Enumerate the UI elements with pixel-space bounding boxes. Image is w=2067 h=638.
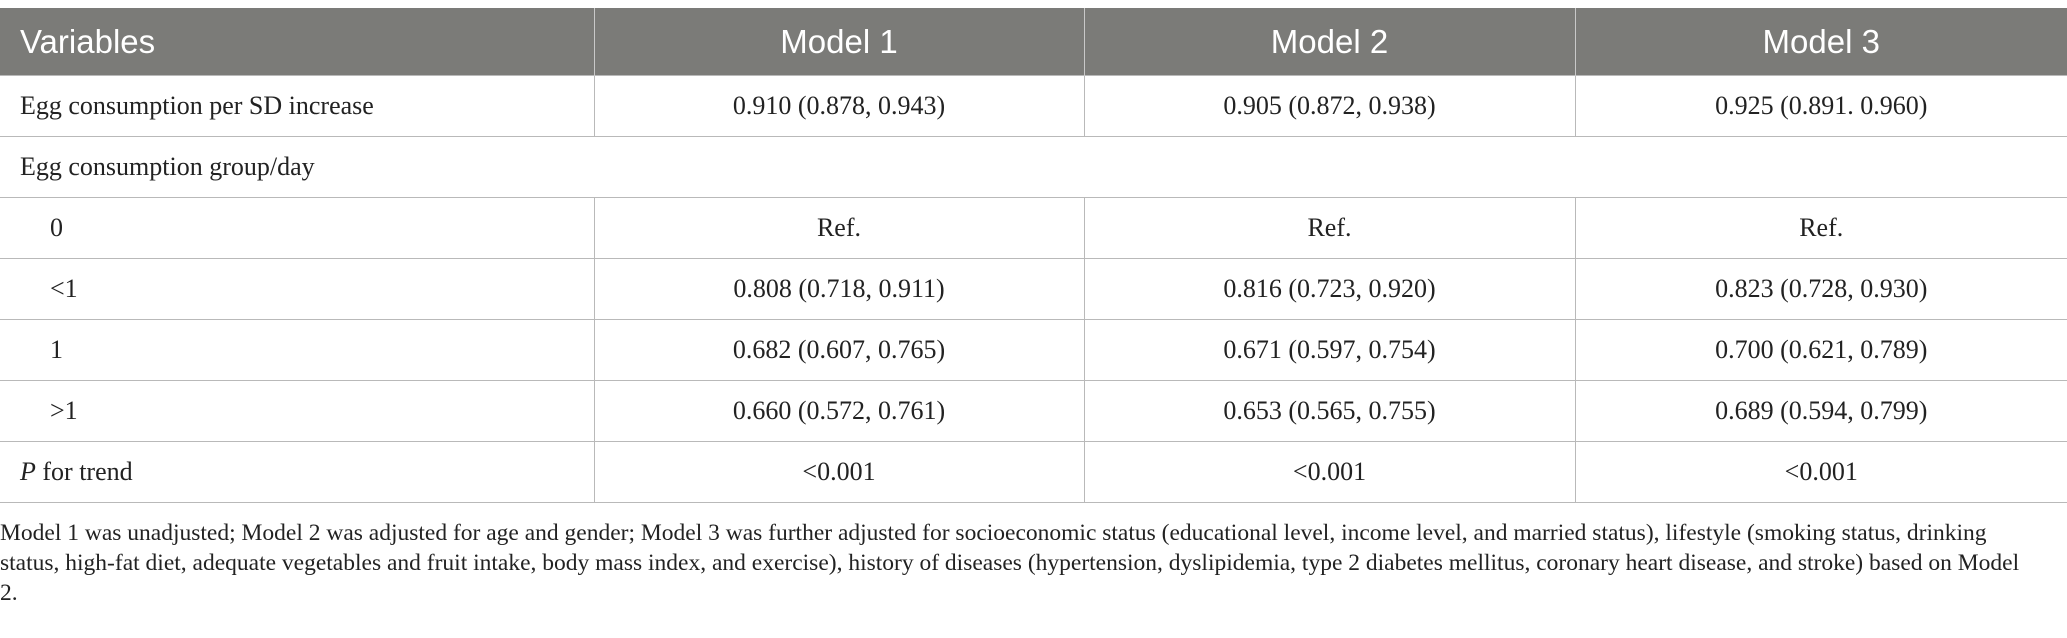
table-row: <1 0.808 (0.718, 0.911) 0.816 (0.723, 0.…: [0, 258, 2067, 320]
cell-model-1: <0.001: [594, 441, 1085, 503]
cell-model-3: 0.925 (0.891. 0.960): [1575, 75, 2067, 137]
row-label: 1: [0, 319, 595, 381]
cell-model-2: Ref.: [1084, 197, 1576, 259]
cell-model-1: 0.660 (0.572, 0.761): [594, 380, 1085, 442]
table-row: Egg consumption per SD increase 0.910 (0…: [0, 75, 2067, 137]
trend-row: P for trend <0.001 <0.001 <0.001: [0, 441, 2067, 503]
cell-model-3: 0.689 (0.594, 0.799): [1575, 380, 2067, 442]
cell-model-1: 0.682 (0.607, 0.765): [594, 319, 1085, 381]
table-row: 1 0.682 (0.607, 0.765) 0.671 (0.597, 0.7…: [0, 319, 2067, 381]
results-table: Variables Model 1 Model 2 Model 3 Egg co…: [0, 8, 2067, 503]
cell-model-1: Ref.: [594, 197, 1085, 259]
cell-model-3: Ref.: [1575, 197, 2067, 259]
group-heading-row: Egg consumption group/day: [0, 136, 2067, 198]
cell-model-2: 0.653 (0.565, 0.755): [1084, 380, 1576, 442]
header-row: Variables Model 1 Model 2 Model 3: [0, 8, 2067, 76]
row-label: 0: [0, 197, 595, 259]
table-row: 0 Ref. Ref. Ref.: [0, 197, 2067, 259]
table-row: >1 0.660 (0.572, 0.761) 0.653 (0.565, 0.…: [0, 380, 2067, 442]
header-variables: Variables: [0, 8, 595, 76]
cell-model-2: 0.816 (0.723, 0.920): [1084, 258, 1576, 320]
header-model-3: Model 3: [1575, 8, 2067, 76]
cell-model-2: <0.001: [1084, 441, 1576, 503]
p-symbol: P: [20, 457, 36, 486]
header-model-2: Model 2: [1084, 8, 1576, 76]
cell-model-1: 0.910 (0.878, 0.943): [594, 75, 1085, 137]
cell-model-2: 0.671 (0.597, 0.754): [1084, 319, 1576, 381]
header-model-1: Model 1: [594, 8, 1085, 76]
row-label: >1: [0, 380, 595, 442]
cell-model-3: 0.700 (0.621, 0.789): [1575, 319, 2067, 381]
table-footnote: Model 1 was unadjusted; Model 2 was adju…: [0, 520, 2020, 606]
cell-model-3: <0.001: [1575, 441, 2067, 503]
row-label: P for trend: [0, 441, 595, 503]
cell-model-3: 0.823 (0.728, 0.930): [1575, 258, 2067, 320]
row-label: <1: [0, 258, 595, 320]
cell-model-1: 0.808 (0.718, 0.911): [594, 258, 1085, 320]
group-heading: Egg consumption group/day: [0, 136, 2067, 198]
table-container: Variables Model 1 Model 2 Model 3 Egg co…: [0, 8, 2067, 503]
trend-label-text: for trend: [35, 457, 133, 486]
cell-model-2: 0.905 (0.872, 0.938): [1084, 75, 1576, 137]
row-label: Egg consumption per SD increase: [0, 75, 595, 137]
